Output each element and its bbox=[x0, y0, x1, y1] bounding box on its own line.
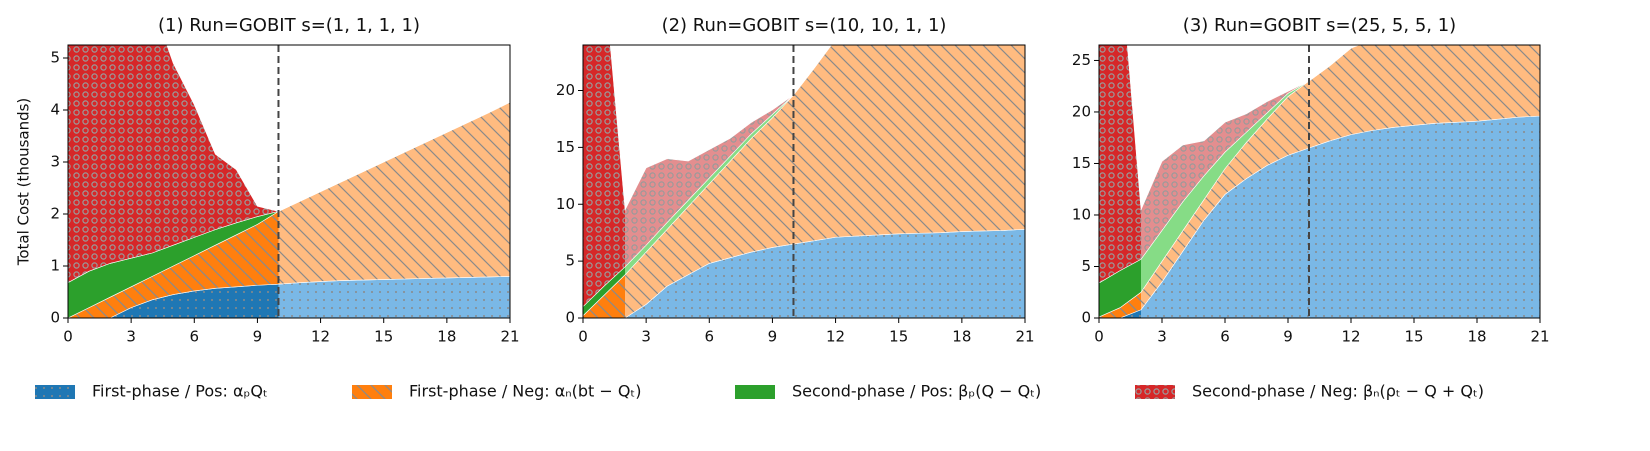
legend: First-phase / Pos: αₚQₜ First-phase / Neg… bbox=[35, 382, 1484, 401]
x-tick-label: 18 bbox=[1467, 328, 1486, 346]
chart-title: (2) Run=GOBIT s=(10, 10, 1, 1) bbox=[662, 15, 947, 36]
x-tick-label: 6 bbox=[705, 328, 715, 346]
y-tick-label: 5 bbox=[50, 49, 60, 67]
x-tick-label: 6 bbox=[190, 328, 200, 346]
legend-label: First-phase / Pos: αₚQₜ bbox=[92, 382, 268, 401]
hatch bbox=[68, 45, 510, 283]
legend-swatch-hatch bbox=[1135, 385, 1175, 399]
legend-label: First-phase / Neg: αₙ(bt − Qₜ) bbox=[409, 382, 641, 401]
x-tick-label: 0 bbox=[63, 328, 73, 346]
x-tick-label: 12 bbox=[1341, 328, 1360, 346]
x-tick-label: 15 bbox=[374, 328, 393, 346]
x-tick-label: 18 bbox=[952, 328, 971, 346]
x-tick-label: 9 bbox=[1283, 328, 1293, 346]
legend-label: Second-phase / Pos: βₚ(Q − Qₜ) bbox=[792, 382, 1041, 401]
y-tick-label: 10 bbox=[556, 195, 575, 213]
plot-frame bbox=[1098, 44, 1541, 319]
y-tick-label: 4 bbox=[50, 101, 60, 119]
x-tick-label: 3 bbox=[641, 328, 651, 346]
legend-swatch-hatch bbox=[352, 385, 392, 399]
legend-label: Second-phase / Neg: βₙ(ρₜ − Q + Qₜ) bbox=[1192, 382, 1484, 401]
y-tick-label: 2 bbox=[50, 205, 60, 223]
y-tick-label: 20 bbox=[556, 81, 575, 99]
y-tick-label: 20 bbox=[1072, 102, 1091, 120]
x-tick-label: 0 bbox=[578, 328, 588, 346]
x-tick-label: 21 bbox=[1015, 328, 1034, 346]
x-tick-label: 21 bbox=[1530, 328, 1549, 346]
x-tick-label: 3 bbox=[126, 328, 136, 346]
x-tick-label: 12 bbox=[311, 328, 330, 346]
legend-swatch-hatch bbox=[735, 385, 775, 399]
y-tick-label: 15 bbox=[1072, 154, 1091, 172]
hatch bbox=[1099, 45, 1360, 284]
y-tick-label: 25 bbox=[1072, 51, 1091, 69]
x-tick-label: 21 bbox=[500, 328, 519, 346]
y-tick-label: 10 bbox=[1072, 205, 1091, 223]
plot-area bbox=[68, 45, 510, 318]
legend-swatch-hatch bbox=[35, 385, 75, 399]
panel: 0 5 10 15 20 0 3 6 9 12 15 18 21 (2) Run=GOBIT s=(10,… bbox=[556, 15, 1035, 346]
x-tick-label: 3 bbox=[1157, 328, 1167, 346]
y-tick-label: 0 bbox=[1081, 309, 1091, 327]
y-tick-label: 3 bbox=[50, 153, 60, 171]
y-tick-label: 15 bbox=[556, 138, 575, 156]
y-tick-label: 1 bbox=[50, 257, 60, 275]
y-tick-label: 0 bbox=[50, 309, 60, 327]
y-axis-label: Total Cost (thousands) bbox=[15, 98, 33, 267]
x-tick-label: 15 bbox=[889, 328, 908, 346]
chart-title: (3) Run=GOBIT s=(25, 5, 5, 1) bbox=[1183, 15, 1456, 36]
y-tick-label: 5 bbox=[1081, 257, 1091, 275]
plot-area bbox=[583, 45, 1025, 318]
x-tick-label: 6 bbox=[1220, 328, 1230, 346]
hatch bbox=[583, 45, 832, 308]
x-tick-label: 9 bbox=[768, 328, 778, 346]
x-tick-label: 9 bbox=[253, 328, 263, 346]
x-tick-label: 15 bbox=[1404, 328, 1423, 346]
x-tick-label: 12 bbox=[826, 328, 845, 346]
plot-area bbox=[1099, 45, 1540, 318]
plot-frame bbox=[67, 44, 511, 319]
panel: 0 5 10 15 20 25 0 3 6 9 12 15 18 21 (3) Run=GOBIT s=(2… bbox=[1072, 15, 1550, 346]
x-tick-label: 0 bbox=[1094, 328, 1104, 346]
x-tick-label: 18 bbox=[437, 328, 456, 346]
y-tick-label: 0 bbox=[565, 309, 575, 327]
plot-frame bbox=[582, 44, 1026, 319]
chart-title: (1) Run=GOBIT s=(1, 1, 1, 1) bbox=[158, 15, 420, 36]
y-tick-label: 5 bbox=[565, 252, 575, 270]
